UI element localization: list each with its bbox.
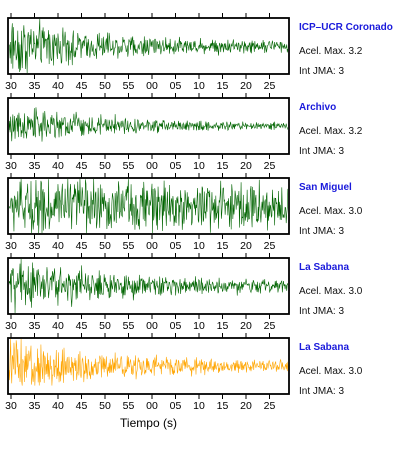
jma-intensity: Int JMA: 3 (299, 66, 344, 77)
x-tick-label: 05 (170, 80, 182, 92)
jma-intensity: Int JMA: 3 (299, 386, 344, 397)
x-tick-label: 05 (170, 160, 182, 172)
panel-3: 30 35 40 45 50 55 00 05 10 15 20 25 San Miguel Acel. … (5, 173, 363, 252)
station-name: La Sabana (299, 342, 349, 353)
x-tick-label: 30 (5, 80, 17, 92)
waveform-trace (9, 19, 288, 73)
x-tick-label: 30 (5, 320, 17, 332)
waveform-trace (9, 107, 288, 142)
x-tick-label: 55 (123, 160, 135, 172)
x-tick-label: 55 (123, 240, 135, 252)
x-tick-label: 40 (52, 400, 64, 412)
x-tick-label: 40 (52, 80, 64, 92)
x-tick-label: 15 (217, 320, 229, 332)
station-name: La Sabana (299, 262, 349, 273)
max-acceleration: Acel. Max. 3.2 (299, 46, 363, 57)
x-tick-label: 35 (29, 400, 41, 412)
x-tick-label: 35 (29, 80, 41, 92)
panel-frame (7, 177, 290, 235)
x-tick-label: 40 (52, 240, 64, 252)
x-tick-label: 45 (76, 160, 88, 172)
jma-intensity: Int JMA: 3 (299, 306, 344, 317)
x-tick-label: 15 (217, 400, 229, 412)
station-name: San Miguel (299, 182, 352, 193)
x-tick-label: 05 (170, 400, 182, 412)
panel-frame (7, 257, 290, 315)
x-axis-label: Tiempo (s) (120, 416, 177, 430)
x-tick-label: 25 (264, 160, 276, 172)
x-tick-label: 10 (193, 400, 205, 412)
x-tick-label: 55 (123, 400, 135, 412)
x-tick-label: 40 (52, 320, 64, 332)
panel-frame (7, 97, 290, 155)
x-tick-label: 25 (264, 320, 276, 332)
max-acceleration: Acel. Max. 3.0 (299, 286, 363, 297)
x-tick-label: 50 (99, 240, 111, 252)
panel-2: 30 35 40 45 50 55 00 05 10 15 20 25 Archivo Acel. Max… (5, 93, 363, 172)
x-tick-label: 30 (5, 160, 17, 172)
waveform-trace (9, 339, 288, 386)
x-tick-label: 00 (146, 320, 158, 332)
x-tick-label: 00 (146, 240, 158, 252)
jma-intensity: Int JMA: 3 (299, 146, 344, 157)
x-tick-label: 20 (240, 400, 252, 412)
x-tick-label: 55 (123, 80, 135, 92)
x-tick-label: 30 (5, 240, 17, 252)
x-tick-label: 35 (29, 240, 41, 252)
x-tick-label: 15 (217, 80, 229, 92)
panel-5: 30 35 40 45 50 55 00 05 10 15 20 25 La Sabana Acel. M… (5, 333, 363, 412)
jma-intensity: Int JMA: 3 (299, 226, 344, 237)
waveform-trace (9, 179, 288, 233)
x-tick-label: 20 (240, 320, 252, 332)
x-tick-label: 50 (99, 320, 111, 332)
x-tick-label: 20 (240, 160, 252, 172)
x-tick-label: 25 (264, 400, 276, 412)
x-tick-label: 40 (52, 160, 64, 172)
x-tick-label: 00 (146, 80, 158, 92)
x-tick-label: 25 (264, 80, 276, 92)
panel-1: 30 35 40 45 50 55 00 05 10 15 20 25 ICP–UCR Coronado… (5, 13, 393, 92)
x-tick-label: 55 (123, 320, 135, 332)
max-acceleration: Acel. Max. 3.0 (299, 206, 363, 217)
x-tick-label: 20 (240, 80, 252, 92)
x-tick-label: 35 (29, 320, 41, 332)
panel-frame (7, 337, 290, 395)
x-tick-label: 15 (217, 160, 229, 172)
x-tick-label: 45 (76, 80, 88, 92)
x-tick-label: 45 (76, 320, 88, 332)
x-tick-label: 30 (5, 400, 17, 412)
max-acceleration: Acel. Max. 3.0 (299, 366, 363, 377)
x-tick-label: 05 (170, 240, 182, 252)
x-tick-label: 10 (193, 240, 205, 252)
x-tick-label: 25 (264, 240, 276, 252)
x-tick-label: 10 (193, 80, 205, 92)
x-tick-label: 00 (146, 400, 158, 412)
x-tick-label: 45 (76, 400, 88, 412)
x-tick-label: 50 (99, 80, 111, 92)
x-tick-label: 45 (76, 240, 88, 252)
x-tick-label: 10 (193, 160, 205, 172)
x-tick-label: 50 (99, 400, 111, 412)
x-tick-label: 35 (29, 160, 41, 172)
x-tick-label: 10 (193, 320, 205, 332)
panel-4: 30 35 40 45 50 55 00 05 10 15 20 25 La Sabana Acel. M… (5, 253, 363, 332)
x-tick-label: 50 (99, 160, 111, 172)
station-name: ICP–UCR Coronado (299, 22, 393, 33)
x-tick-label: 20 (240, 240, 252, 252)
x-tick-label: 00 (146, 160, 158, 172)
waveform-trace (9, 259, 288, 313)
panel-frame (7, 17, 290, 75)
max-acceleration: Acel. Max. 3.2 (299, 126, 363, 137)
x-tick-label: 05 (170, 320, 182, 332)
x-tick-label: 15 (217, 240, 229, 252)
station-name: Archivo (299, 102, 336, 113)
